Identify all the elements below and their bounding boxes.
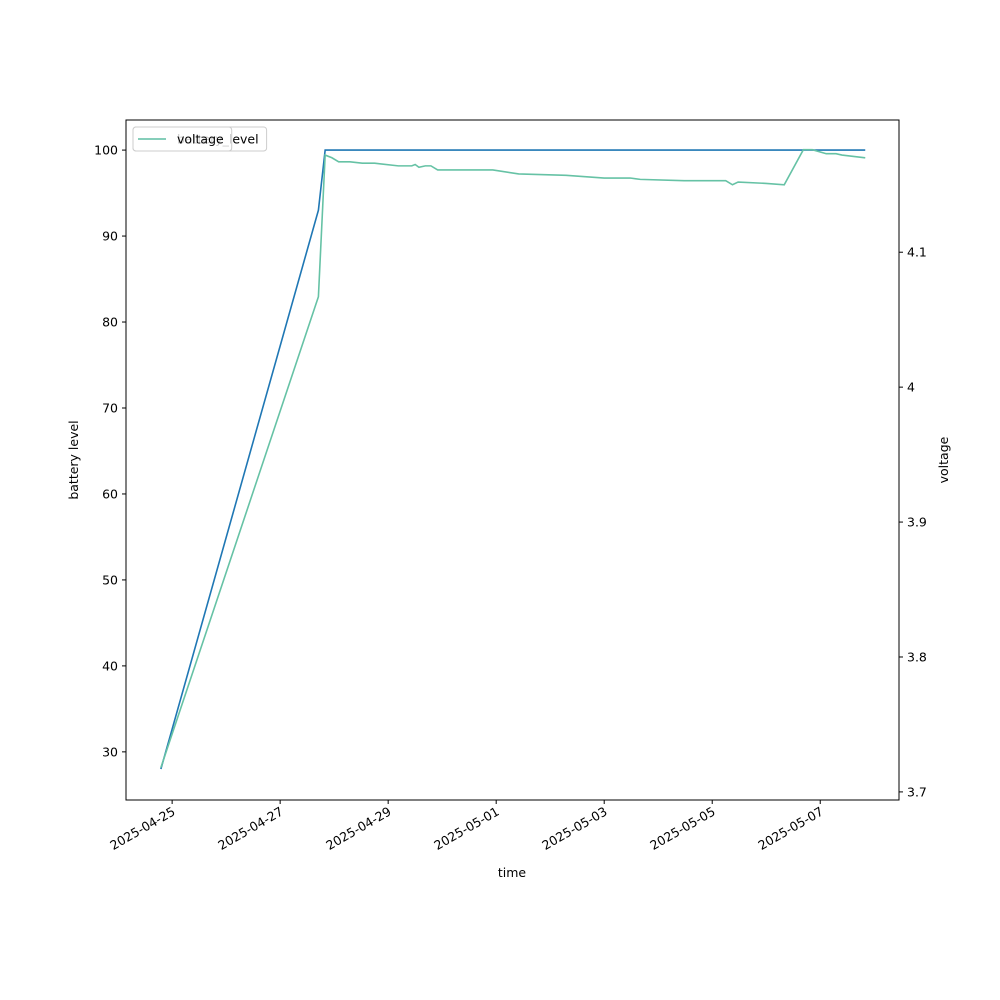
legend-label: voltage	[177, 132, 224, 147]
legend: voltage	[132, 126, 233, 152]
x-tick-label: 2025-05-07	[755, 804, 825, 853]
x-tick-label: 2025-05-01	[431, 804, 501, 853]
x-tick-label: 2025-04-25	[107, 804, 177, 853]
y-tick-label: 70	[102, 400, 118, 415]
y2-tick-label: 3.8	[907, 649, 927, 664]
y2-axis-label: voltage	[936, 436, 951, 483]
x-tick-label: 2025-05-05	[647, 804, 717, 853]
axes-frame	[125, 119, 900, 801]
y-axis-label: battery level	[66, 420, 81, 499]
x-axis-label: time	[498, 865, 527, 880]
series-line	[160, 149, 866, 770]
x-tick-label: 2025-04-27	[215, 804, 285, 853]
y-tick-label: 100	[94, 143, 118, 158]
legend-box	[132, 126, 233, 152]
y-tick-label: 30	[102, 744, 118, 759]
x-tick-label: 2025-04-29	[323, 804, 393, 853]
y-tick-label: 50	[102, 572, 118, 587]
series-line	[160, 148, 866, 768]
y-tick-label: 40	[102, 658, 118, 673]
y-tick-label: 60	[102, 486, 118, 501]
y2-tick-label: 4	[907, 380, 915, 395]
x-tick-label: 2025-05-03	[539, 804, 609, 853]
y2-tick-label: 3.7	[907, 784, 927, 799]
y2-tick-label: 4.1	[907, 245, 927, 260]
y2-tick-label: 3.9	[907, 515, 927, 530]
y-tick-label: 80	[102, 315, 118, 330]
y-tick-label: 90	[102, 229, 118, 244]
